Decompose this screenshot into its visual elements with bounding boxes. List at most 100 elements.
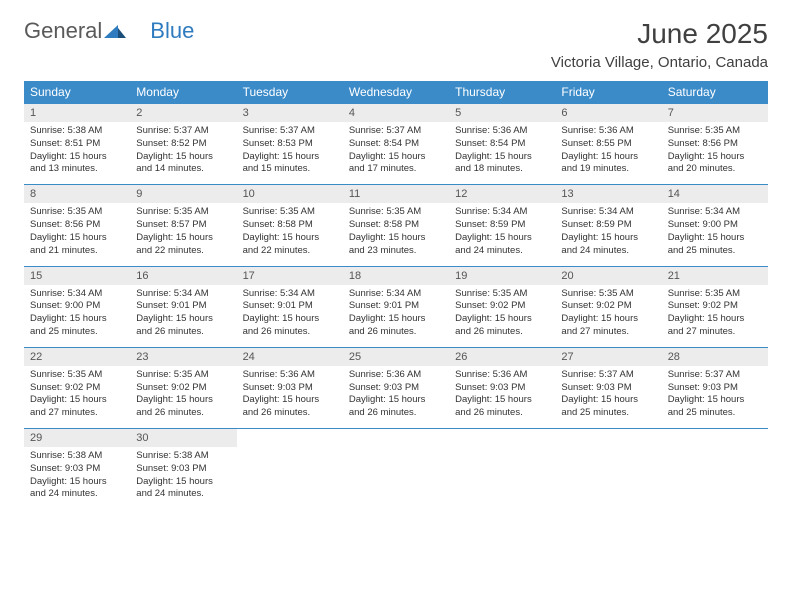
day-number-cell: 29: [24, 429, 130, 448]
sunset-text: Sunset: 8:53 PM: [243, 138, 337, 151]
sunrise-text: Sunrise: 5:37 AM: [561, 369, 655, 382]
day-content-cell: [555, 447, 661, 509]
sunset-text: Sunset: 9:03 PM: [30, 463, 124, 476]
daylight-text: Daylight: 15 hours and 19 minutes.: [561, 151, 655, 177]
sunset-text: Sunset: 8:56 PM: [668, 138, 762, 151]
calendar-table: Sunday Monday Tuesday Wednesday Thursday…: [24, 81, 768, 509]
day-number-cell: 7: [662, 104, 768, 123]
sunset-text: Sunset: 9:01 PM: [349, 300, 443, 313]
day-content-cell: Sunrise: 5:35 AMSunset: 9:02 PMDaylight:…: [130, 366, 236, 429]
sunset-text: Sunset: 8:57 PM: [136, 219, 230, 232]
daylight-text: Daylight: 15 hours and 27 minutes.: [668, 313, 762, 339]
day-number-cell: [343, 429, 449, 448]
daylight-text: Daylight: 15 hours and 22 minutes.: [243, 232, 337, 258]
daylight-text: Daylight: 15 hours and 26 minutes.: [455, 313, 549, 339]
daylight-text: Daylight: 15 hours and 26 minutes.: [455, 394, 549, 420]
daylight-text: Daylight: 15 hours and 25 minutes.: [30, 313, 124, 339]
sunset-text: Sunset: 9:03 PM: [243, 382, 337, 395]
sunset-text: Sunset: 9:03 PM: [349, 382, 443, 395]
daylight-text: Daylight: 15 hours and 26 minutes.: [349, 394, 443, 420]
day-number-cell: 26: [449, 347, 555, 366]
day-content-row: Sunrise: 5:35 AMSunset: 9:02 PMDaylight:…: [24, 366, 768, 429]
day-content-cell: Sunrise: 5:37 AMSunset: 8:54 PMDaylight:…: [343, 122, 449, 185]
sunrise-text: Sunrise: 5:35 AM: [668, 288, 762, 301]
weekday-header: Thursday: [449, 81, 555, 104]
day-number-cell: [449, 429, 555, 448]
day-number-cell: 12: [449, 185, 555, 204]
day-content-cell: Sunrise: 5:35 AMSunset: 8:58 PMDaylight:…: [343, 203, 449, 266]
sunrise-text: Sunrise: 5:35 AM: [561, 288, 655, 301]
daylight-text: Daylight: 15 hours and 27 minutes.: [30, 394, 124, 420]
weekday-header: Friday: [555, 81, 661, 104]
logo: General Blue: [24, 18, 194, 44]
day-content-cell: Sunrise: 5:35 AMSunset: 8:56 PMDaylight:…: [662, 122, 768, 185]
sunrise-text: Sunrise: 5:34 AM: [668, 206, 762, 219]
sunrise-text: Sunrise: 5:34 AM: [349, 288, 443, 301]
day-content-cell: Sunrise: 5:34 AMSunset: 9:00 PMDaylight:…: [24, 285, 130, 348]
sunset-text: Sunset: 8:52 PM: [136, 138, 230, 151]
weekday-header: Saturday: [662, 81, 768, 104]
daylight-text: Daylight: 15 hours and 17 minutes.: [349, 151, 443, 177]
day-content-cell: Sunrise: 5:34 AMSunset: 8:59 PMDaylight:…: [449, 203, 555, 266]
sunset-text: Sunset: 9:02 PM: [561, 300, 655, 313]
day-content-cell: Sunrise: 5:34 AMSunset: 8:59 PMDaylight:…: [555, 203, 661, 266]
day-number-row: 15161718192021: [24, 266, 768, 285]
day-content-cell: Sunrise: 5:36 AMSunset: 9:03 PMDaylight:…: [343, 366, 449, 429]
day-content-cell: Sunrise: 5:38 AMSunset: 9:03 PMDaylight:…: [130, 447, 236, 509]
sunset-text: Sunset: 8:59 PM: [561, 219, 655, 232]
sunrise-text: Sunrise: 5:38 AM: [30, 125, 124, 138]
day-content-cell: Sunrise: 5:35 AMSunset: 9:02 PMDaylight:…: [449, 285, 555, 348]
day-number-row: 1234567: [24, 104, 768, 123]
day-number-cell: 20: [555, 266, 661, 285]
daylight-text: Daylight: 15 hours and 21 minutes.: [30, 232, 124, 258]
daylight-text: Daylight: 15 hours and 26 minutes.: [243, 394, 337, 420]
day-number-row: 22232425262728: [24, 347, 768, 366]
sunrise-text: Sunrise: 5:38 AM: [136, 450, 230, 463]
day-number-cell: 27: [555, 347, 661, 366]
daylight-text: Daylight: 15 hours and 20 minutes.: [668, 151, 762, 177]
sunrise-text: Sunrise: 5:35 AM: [349, 206, 443, 219]
sunset-text: Sunset: 9:01 PM: [243, 300, 337, 313]
day-content-cell: [237, 447, 343, 509]
sunset-text: Sunset: 9:00 PM: [668, 219, 762, 232]
day-content-cell: Sunrise: 5:36 AMSunset: 8:55 PMDaylight:…: [555, 122, 661, 185]
day-number-cell: 3: [237, 104, 343, 123]
day-number-cell: 10: [237, 185, 343, 204]
day-content-cell: Sunrise: 5:35 AMSunset: 9:02 PMDaylight:…: [662, 285, 768, 348]
day-content-cell: [449, 447, 555, 509]
sunrise-text: Sunrise: 5:35 AM: [455, 288, 549, 301]
sunrise-text: Sunrise: 5:37 AM: [243, 125, 337, 138]
weekday-header: Tuesday: [237, 81, 343, 104]
sunrise-text: Sunrise: 5:35 AM: [668, 125, 762, 138]
sunset-text: Sunset: 8:54 PM: [349, 138, 443, 151]
daylight-text: Daylight: 15 hours and 24 minutes.: [136, 476, 230, 502]
day-content-row: Sunrise: 5:38 AMSunset: 8:51 PMDaylight:…: [24, 122, 768, 185]
sunrise-text: Sunrise: 5:36 AM: [455, 125, 549, 138]
sunset-text: Sunset: 9:02 PM: [136, 382, 230, 395]
day-number-row: 891011121314: [24, 185, 768, 204]
sunrise-text: Sunrise: 5:36 AM: [455, 369, 549, 382]
daylight-text: Daylight: 15 hours and 23 minutes.: [349, 232, 443, 258]
daylight-text: Daylight: 15 hours and 22 minutes.: [136, 232, 230, 258]
sunset-text: Sunset: 8:56 PM: [30, 219, 124, 232]
day-content-row: Sunrise: 5:35 AMSunset: 8:56 PMDaylight:…: [24, 203, 768, 266]
month-title: June 2025: [551, 18, 768, 50]
location: Victoria Village, Ontario, Canada: [551, 54, 768, 71]
sunrise-text: Sunrise: 5:37 AM: [349, 125, 443, 138]
daylight-text: Daylight: 15 hours and 13 minutes.: [30, 151, 124, 177]
weekday-header: Sunday: [24, 81, 130, 104]
sunrise-text: Sunrise: 5:36 AM: [349, 369, 443, 382]
day-number-cell: 11: [343, 185, 449, 204]
sunset-text: Sunset: 8:58 PM: [243, 219, 337, 232]
day-number-cell: 4: [343, 104, 449, 123]
sunrise-text: Sunrise: 5:35 AM: [136, 369, 230, 382]
day-number-cell: 16: [130, 266, 236, 285]
daylight-text: Daylight: 15 hours and 26 minutes.: [136, 394, 230, 420]
sunrise-text: Sunrise: 5:34 AM: [455, 206, 549, 219]
sunset-text: Sunset: 9:02 PM: [455, 300, 549, 313]
sunrise-text: Sunrise: 5:35 AM: [30, 206, 124, 219]
day-content-cell: Sunrise: 5:38 AMSunset: 9:03 PMDaylight:…: [24, 447, 130, 509]
day-number-cell: 5: [449, 104, 555, 123]
day-number-cell: 25: [343, 347, 449, 366]
day-content-cell: Sunrise: 5:38 AMSunset: 8:51 PMDaylight:…: [24, 122, 130, 185]
